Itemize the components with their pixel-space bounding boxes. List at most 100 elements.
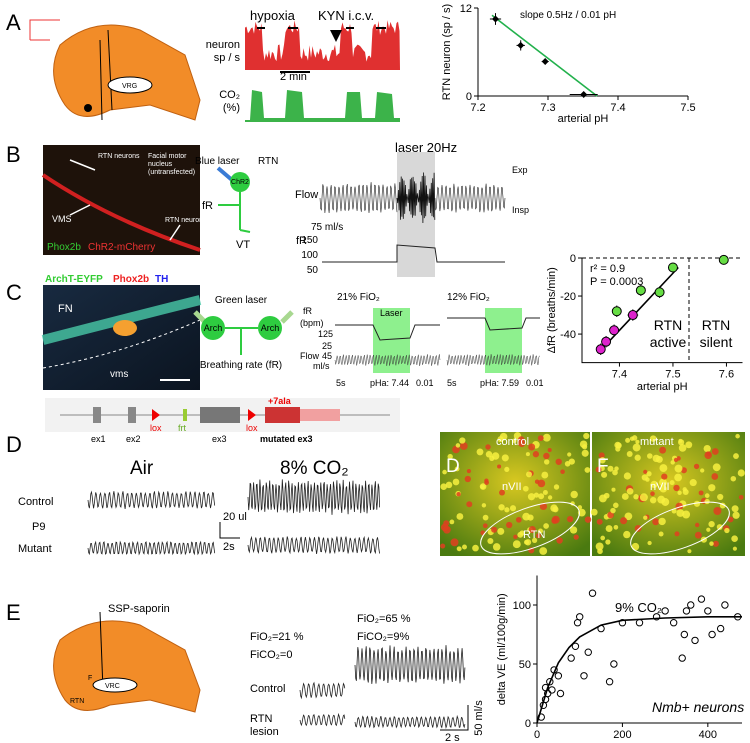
cell [501, 454, 509, 462]
point [610, 660, 618, 668]
annotation: silent [700, 334, 733, 350]
trace [245, 90, 400, 122]
cell [539, 547, 548, 555]
cell [613, 502, 619, 509]
cell [584, 467, 591, 473]
cell [599, 457, 606, 464]
cell [553, 484, 560, 490]
cell [543, 459, 550, 465]
trace [322, 244, 505, 263]
cell [513, 534, 518, 539]
exon [200, 407, 240, 423]
cell [577, 505, 583, 510]
cell [711, 448, 719, 455]
cell [538, 493, 545, 500]
label: (untransfected) [148, 169, 195, 176]
point [654, 287, 665, 298]
point [584, 648, 592, 656]
trace [247, 535, 380, 555]
cell [623, 530, 631, 539]
cell [569, 526, 578, 534]
cell [595, 542, 604, 551]
point [611, 306, 622, 317]
axis-label: sp / s [214, 52, 241, 64]
cell [673, 484, 680, 492]
cell [682, 488, 689, 496]
laser-period [397, 152, 435, 277]
trace [87, 540, 216, 556]
cell [440, 543, 446, 549]
point [682, 607, 691, 615]
cell [635, 439, 640, 444]
point [546, 678, 554, 686]
label: (bpm) [300, 318, 324, 328]
y-axis-label: delta VE (ml/100g/min) [496, 593, 508, 705]
point [550, 666, 558, 674]
annotation: Nmb+ neurons [652, 699, 744, 715]
rtn-outline [480, 501, 580, 555]
electrode [99, 611, 104, 691]
cell [504, 466, 510, 472]
cell [706, 527, 711, 532]
cell [480, 484, 485, 490]
row-label: P9 [32, 521, 45, 533]
tick-label: 125 [318, 329, 333, 339]
scale-label: 2 min [280, 71, 307, 83]
cell [632, 443, 641, 452]
vrc-region [92, 677, 138, 693]
cell [732, 511, 740, 519]
label: VMS [52, 214, 72, 224]
cell [590, 508, 598, 516]
point [718, 254, 729, 265]
y-axis-label: ΔfR (breaths/min) [546, 267, 558, 353]
axis [477, 8, 688, 97]
image-label: control [496, 436, 529, 448]
point [667, 262, 678, 273]
vrg-region [107, 76, 153, 94]
cell [652, 518, 660, 526]
cell [583, 432, 590, 440]
trace [354, 714, 466, 729]
fiber-tract [41, 295, 202, 345]
x-tick-label: 400 [699, 729, 717, 741]
point [601, 336, 612, 347]
cell [674, 531, 680, 537]
exon [300, 409, 340, 421]
laser-fiber [216, 166, 234, 182]
point [554, 672, 563, 680]
trace [299, 712, 346, 727]
x-tick-label: 7.3 [540, 102, 555, 114]
cell [659, 478, 667, 487]
cell [620, 517, 628, 525]
trace [447, 317, 540, 331]
cell [598, 452, 605, 459]
y-tick-label: 100 [513, 600, 531, 612]
point [669, 619, 678, 627]
cell [626, 487, 634, 495]
point [556, 689, 565, 698]
label: ChR2 [231, 179, 249, 186]
point [691, 636, 699, 645]
cell [626, 451, 633, 457]
cell [613, 524, 619, 530]
exon [265, 407, 300, 423]
bar [257, 27, 386, 73]
cell [731, 535, 738, 543]
row-label: RTN [250, 713, 272, 725]
cell [646, 453, 653, 459]
cell [531, 537, 538, 544]
point [716, 624, 725, 633]
x-tick-label: 0 [534, 729, 540, 741]
laser-fiber [193, 310, 294, 324]
cell [605, 539, 611, 545]
row-label: Control [18, 496, 53, 508]
cell [547, 495, 553, 500]
label: FiO₂=65 % [357, 613, 411, 625]
cell [532, 451, 540, 458]
y-tick-label: 0 [466, 91, 472, 103]
cell [525, 452, 530, 457]
label: ex1 [91, 434, 106, 444]
tick-label: 100 [301, 250, 318, 261]
cell [481, 503, 487, 508]
